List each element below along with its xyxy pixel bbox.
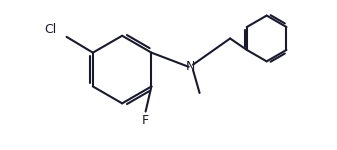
Text: Cl: Cl — [44, 23, 56, 36]
Text: N: N — [186, 60, 195, 73]
Text: F: F — [142, 114, 149, 127]
